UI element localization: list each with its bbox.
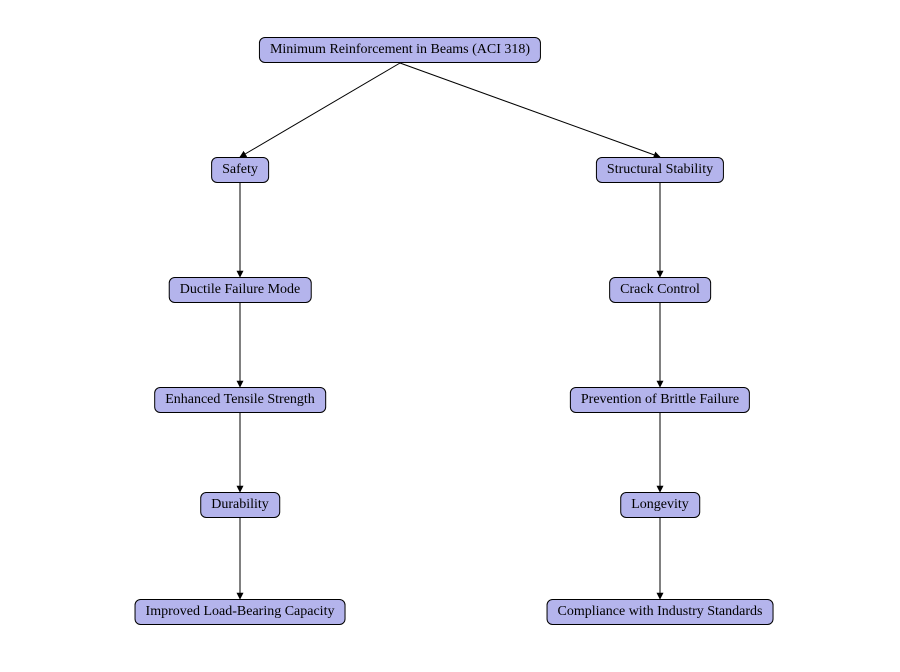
node-l5: Improved Load-Bearing Capacity	[135, 599, 346, 625]
node-r3: Prevention of Brittle Failure	[570, 387, 750, 413]
node-l1: Safety	[211, 157, 269, 183]
node-r1: Structural Stability	[596, 157, 724, 183]
node-r4: Longevity	[620, 492, 700, 518]
node-r5: Compliance with Industry Standards	[547, 599, 774, 625]
edge-root-l1	[240, 63, 400, 157]
node-l2: Ductile Failure Mode	[169, 277, 312, 303]
node-root: Minimum Reinforcement in Beams (ACI 318)	[259, 37, 541, 63]
edge-layer	[0, 0, 900, 672]
edge-root-r1	[400, 63, 660, 157]
node-r2: Crack Control	[609, 277, 711, 303]
node-l3: Enhanced Tensile Strength	[154, 387, 326, 413]
node-l4: Durability	[200, 492, 280, 518]
